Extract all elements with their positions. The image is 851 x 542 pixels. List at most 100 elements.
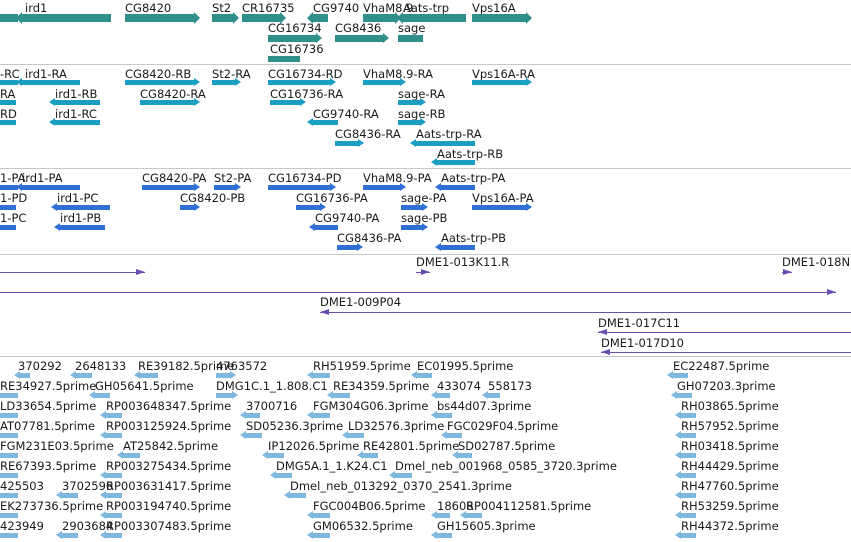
- feature-bar: [458, 453, 472, 458]
- strand-arrow-icon: [134, 371, 140, 379]
- feature-bar: [216, 373, 230, 378]
- strand-arrow-icon: [435, 243, 441, 251]
- strand-arrow-icon: [397, 12, 403, 24]
- strand-arrow-icon: [240, 431, 246, 439]
- feature-bar: [268, 56, 300, 62]
- strand-arrow-icon: [194, 183, 200, 191]
- feature-bar: [398, 120, 420, 125]
- feature-label: Dmel_neb_013292_0370_2541.3prime: [290, 479, 512, 493]
- strand-arrow-icon: [280, 12, 286, 24]
- feature-bar: [313, 14, 328, 22]
- feature-label: Vps16A-PA: [472, 191, 534, 205]
- feature-bar: [0, 473, 18, 478]
- feature-bar: [348, 433, 364, 438]
- feature-bar: [677, 393, 692, 398]
- feature-bar: [22, 80, 80, 85]
- clone-end-arrow-icon: [136, 269, 145, 275]
- feature-bar: [673, 373, 688, 378]
- strand-arrow-icon: [240, 411, 246, 419]
- feature-bar: [313, 373, 330, 378]
- feature-label: Vps16A-RA: [472, 67, 535, 81]
- feature-label: RP003631417.5prime: [106, 479, 232, 493]
- feature-bar: [417, 373, 432, 378]
- feature-bar: [398, 100, 420, 105]
- feature-label: CG16736: [270, 42, 324, 56]
- feature-label: sage-PB: [401, 211, 448, 225]
- feature-label: Aats-trp-RB: [437, 147, 504, 161]
- feature-bar: [95, 393, 110, 398]
- clone-span-line: [320, 312, 851, 313]
- feature-bar: [22, 185, 80, 190]
- feature-label: RH03418.5prime: [681, 439, 779, 453]
- strand-arrow-icon: [70, 371, 76, 379]
- track-separator: [0, 356, 851, 357]
- feature-label: RP003275434.5prime: [106, 459, 232, 473]
- feature-label: ird1-RC: [55, 107, 97, 121]
- feature-label: IP12026.5prime: [268, 439, 360, 453]
- feature-label: RP003194740.5prime: [106, 499, 232, 513]
- feature-bar: [472, 205, 526, 210]
- strand-arrow-icon: [194, 12, 200, 24]
- feature-label: DME1-009P04: [320, 295, 402, 309]
- feature-label: DME1-017D10: [601, 336, 684, 350]
- feature-bar: [472, 14, 526, 22]
- feature-bar: [681, 513, 696, 518]
- feature-bar: [472, 80, 526, 85]
- feature-label: AT07781.5prime: [0, 419, 96, 433]
- feature-bar: [313, 513, 330, 518]
- strand-arrow-icon: [14, 371, 20, 379]
- strand-arrow-icon: [452, 451, 458, 459]
- strand-arrow-icon: [675, 451, 681, 459]
- strand-arrow-icon: [422, 223, 428, 231]
- feature-label: 558173: [488, 379, 532, 393]
- feature-bar: [0, 185, 18, 190]
- feature-bar: [681, 533, 696, 538]
- strand-arrow-icon: [431, 511, 437, 519]
- strand-arrow-icon: [100, 511, 106, 519]
- feature-label: RP003307483.5prime: [106, 519, 232, 533]
- feature-bar: [62, 533, 78, 538]
- clone-end-arrow-icon: [320, 309, 329, 315]
- feature-label: RE39182.5prime: [138, 359, 235, 373]
- feature-label: St2: [212, 1, 232, 15]
- clone-span-line: [598, 332, 851, 333]
- feature-bar: [76, 373, 92, 378]
- strand-arrow-icon: [526, 12, 532, 24]
- feature-bar: [123, 453, 140, 458]
- feature-bar: [212, 80, 235, 85]
- feature-bar: [0, 393, 18, 398]
- strand-arrow-icon: [16, 78, 22, 86]
- feature-label: DMG1C.1_1.808.C1: [216, 379, 328, 393]
- feature-bar: [337, 245, 357, 250]
- feature-bar: [0, 413, 18, 418]
- feature-label: CG8420-PB: [180, 191, 246, 205]
- clone-end-arrow-icon: [827, 289, 836, 295]
- strand-arrow-icon: [300, 98, 306, 106]
- feature-bar: [401, 225, 422, 230]
- strand-arrow-icon: [194, 203, 200, 211]
- strand-arrow-icon: [233, 12, 239, 24]
- feature-label: GH07203.3prime: [677, 379, 776, 393]
- feature-label: RH57952.5prime: [681, 419, 779, 433]
- strand-arrow-icon: [262, 451, 268, 459]
- strand-arrow-icon: [675, 411, 681, 419]
- strand-arrow-icon: [383, 33, 389, 43]
- strand-arrow-icon: [307, 118, 313, 126]
- strand-arrow-icon: [16, 12, 22, 24]
- clone-end-arrow-icon: [601, 349, 610, 355]
- strand-arrow-icon: [194, 98, 200, 106]
- feature-label: DME1-017C11: [598, 316, 681, 330]
- strand-arrow-icon: [235, 78, 241, 86]
- feature-bar: [0, 205, 16, 210]
- feature-label: CG8436-RA: [335, 127, 401, 141]
- feature-label: sage-PA: [401, 191, 447, 205]
- feature-bar: [488, 393, 500, 398]
- feature-label: 3702596: [62, 479, 114, 493]
- feature-label: VhaM8.9-PA: [363, 171, 432, 185]
- feature-bar: [437, 160, 475, 165]
- feature-label: CG16734-RD: [268, 67, 343, 81]
- feature-bar: [681, 413, 696, 418]
- feature-label: Aats-trp-PA: [441, 171, 506, 185]
- feature-label: FGC004B06.5prime: [313, 499, 426, 513]
- feature-bar: [315, 225, 338, 230]
